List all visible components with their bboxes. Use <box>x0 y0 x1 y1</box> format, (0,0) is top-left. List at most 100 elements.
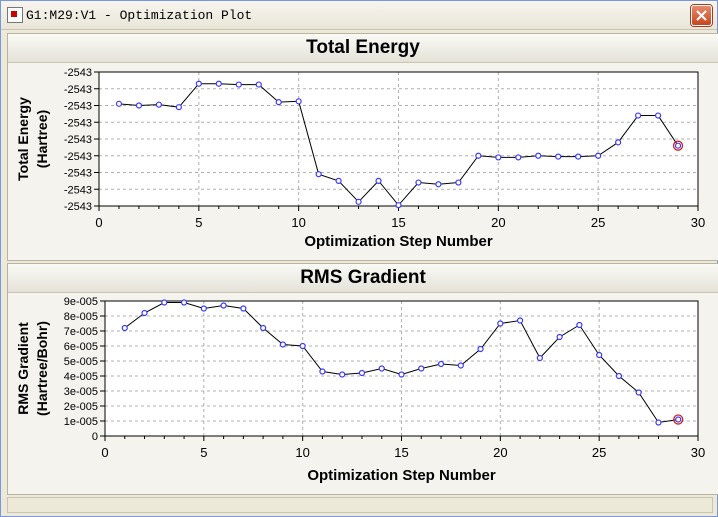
energy-y-tick-label: -2543 <box>64 84 92 96</box>
gradient-data-point[interactable] <box>675 416 682 423</box>
gradient-data-point[interactable] <box>358 369 366 377</box>
gradient-y-tick-label: 8e-005 <box>64 311 98 323</box>
gradient-data-point[interactable] <box>378 365 385 372</box>
gradient-data-point[interactable] <box>596 351 603 359</box>
close-button[interactable] <box>691 5 712 26</box>
gradient-y-tick-label: 2e-005 <box>64 401 98 413</box>
energy-y-tick-label: -2543 <box>64 117 92 129</box>
close-icon <box>696 10 707 21</box>
energy-x-tick-label: 15 <box>391 215 405 230</box>
energy-data-point[interactable] <box>455 179 462 186</box>
gradient-x-tick-label: 30 <box>691 445 705 460</box>
gradient-data-point[interactable] <box>121 324 128 332</box>
gradient-x-tick-label: 15 <box>394 445 408 460</box>
gradient-data-point[interactable] <box>536 354 543 362</box>
gradient-x-axis-label: Optimization Step Number <box>307 467 496 484</box>
gradient-data-point[interactable] <box>240 305 247 312</box>
energy-data-point[interactable] <box>654 112 662 119</box>
gradient-data-point[interactable] <box>556 333 563 341</box>
energy-data-point[interactable] <box>155 101 162 108</box>
energy-y-tick-label: -2543 <box>64 67 92 79</box>
energy-data-point[interactable] <box>535 152 542 159</box>
gradient-data-point[interactable] <box>279 341 286 348</box>
energy-data-point[interactable] <box>415 179 422 186</box>
energy-data-point[interactable] <box>295 98 302 105</box>
gradient-y-tick-label: 4e-005 <box>64 371 98 383</box>
gradient-data-point[interactable] <box>299 342 306 350</box>
gradient-y-tick-label: 0 <box>92 431 98 443</box>
energy-x-tick-label: 5 <box>195 215 202 230</box>
energy-data-point[interactable] <box>115 100 123 107</box>
gradient-data-point[interactable] <box>497 320 504 327</box>
gradient-data-point[interactable] <box>161 299 168 306</box>
gradient-data-point[interactable] <box>655 419 662 426</box>
gradient-data-point[interactable] <box>457 362 464 369</box>
gradient-data-point[interactable] <box>339 371 346 378</box>
gradient-x-tick-label: 5 <box>200 445 207 460</box>
energy-data-point[interactable] <box>195 80 202 87</box>
energy-x-tick-label: 30 <box>691 215 705 230</box>
energy-data-point[interactable] <box>615 139 622 146</box>
energy-data-point[interactable] <box>475 152 482 159</box>
total-energy-chart[interactable]: -2543 -2543 -2543 -2543 -2543 -2543 -2543 -2543… <box>8 62 718 260</box>
gradient-data-point[interactable] <box>319 368 326 375</box>
energy-data-point[interactable] <box>634 112 642 119</box>
energy-x-tick-label: 10 <box>291 215 305 230</box>
gradient-data-point[interactable] <box>200 305 207 312</box>
energy-y-axis-label-line: Total Energy <box>15 97 31 181</box>
gradient-x-tick-label: 0 <box>101 445 108 460</box>
app-icon[interactable] <box>7 7 23 23</box>
energy-data-point[interactable] <box>595 152 602 159</box>
rms-gradient-panel: RMS Gradient 0 1e-005 2e-005 3e-005 4e-005 5e… <box>7 263 718 495</box>
energy-data-point[interactable] <box>275 99 282 106</box>
gradient-data-point[interactable] <box>260 324 267 332</box>
gradient-y-tick-label: 5e-005 <box>64 356 98 368</box>
gradient-data-point[interactable] <box>576 321 583 329</box>
gradient-data-point[interactable] <box>437 360 445 368</box>
gradient-y-axis-label-line: (Hartree/Bohr) <box>34 321 50 416</box>
energy-data-point[interactable] <box>395 202 402 209</box>
energy-data-point[interactable] <box>135 102 143 109</box>
energy-data-point[interactable] <box>375 177 382 184</box>
energy-y-tick-label: -2543 <box>64 101 92 113</box>
gradient-data-point[interactable] <box>418 365 425 372</box>
gradient-current-point-ring[interactable] <box>673 414 684 425</box>
energy-data-point[interactable] <box>435 181 442 188</box>
energy-data-point[interactable] <box>575 153 582 160</box>
gradient-data-point[interactable] <box>477 345 484 353</box>
energy-current-point-ring[interactable] <box>672 140 684 151</box>
energy-data-point[interactable] <box>255 81 262 88</box>
energy-data-point[interactable] <box>335 177 342 184</box>
gradient-data-point[interactable] <box>220 302 227 309</box>
gradient-data-point[interactable] <box>516 317 524 324</box>
total-energy-chart-title: Total Energy <box>306 37 420 58</box>
energy-x-tick-label: 0 <box>95 215 102 230</box>
energy-data-point[interactable] <box>175 104 182 111</box>
energy-data-point[interactable] <box>215 80 222 87</box>
rms-gradient-chart[interactable]: 0 1e-005 2e-005 3e-005 4e-005 5e-005 6e-005 7e-… <box>8 292 718 494</box>
gradient-plot-frame <box>104 300 699 437</box>
energy-data-point[interactable] <box>355 198 362 205</box>
energy-data-point[interactable] <box>515 154 522 161</box>
gradient-y-tick-label: 6e-005 <box>64 341 98 353</box>
title-bar[interactable]: G1:M29:V1 - Optimization Plot <box>1 1 717 30</box>
total-energy-panel: Total Energy -2543 -2543 -2543 -2543 -2543 -2… <box>7 33 718 261</box>
energy-data-point[interactable] <box>315 171 322 178</box>
energy-data-point[interactable] <box>495 154 502 161</box>
gradient-data-point[interactable] <box>398 371 405 378</box>
energy-data-point[interactable] <box>555 153 562 160</box>
gradient-data-point[interactable] <box>615 372 623 380</box>
gradient-y-tick-label: 1e-005 <box>64 416 98 428</box>
energy-y-tick-label: -2543 <box>64 184 92 196</box>
gradient-y-tick-label: 3e-005 <box>64 386 98 398</box>
gradient-data-point[interactable] <box>180 299 188 306</box>
energy-data-point[interactable] <box>674 142 682 149</box>
rms-gradient-title-bar: RMS Gradient <box>8 264 718 293</box>
gradient-y-axis-label-line: RMS Gradient <box>15 322 31 415</box>
gradient-y-tick-label: 7e-005 <box>64 326 98 338</box>
gradient-y-tick-label: 9e-005 <box>64 296 98 308</box>
energy-data-point[interactable] <box>235 81 242 88</box>
total-energy-title-bar: Total Energy <box>8 34 718 63</box>
gradient-data-point[interactable] <box>141 309 148 317</box>
gradient-data-point[interactable] <box>635 389 642 396</box>
